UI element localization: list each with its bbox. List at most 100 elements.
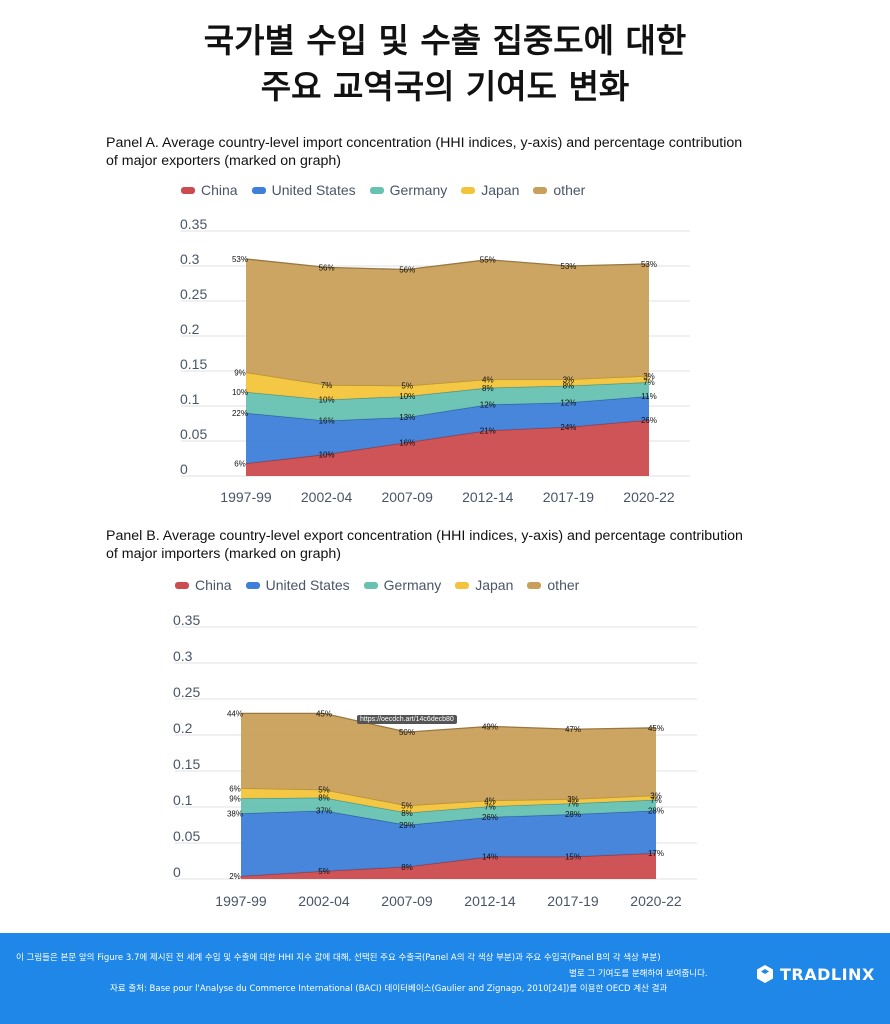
data-label: 24% — [560, 423, 576, 432]
tradlinx-logo-icon — [757, 965, 773, 983]
data-label: 7% — [650, 796, 662, 805]
y-tick-label: 0.1 — [180, 391, 200, 407]
data-label: 49% — [482, 722, 498, 731]
legend-item-united-states: United States — [251, 182, 356, 198]
chart-url-tooltip[interactable]: https://oecdch.art/14c6decb80 — [357, 715, 457, 724]
data-label: 50% — [399, 728, 415, 737]
data-label: 9% — [234, 368, 246, 377]
panel-a-title: Panel A. Average country-level import co… — [106, 135, 743, 169]
legend-item-japan: Japan — [461, 182, 519, 198]
legend-swatch — [175, 581, 189, 589]
footer-banner: 이 그림들은 본문 앞의 Figure 3.7에 제시된 전 세계 수입 및 수… — [0, 933, 890, 1024]
data-label: 16% — [319, 417, 335, 426]
legend-swatch — [527, 581, 542, 589]
tradlinx-logo[interactable]: TRADLINX — [755, 964, 875, 984]
series-line-other — [245, 258, 650, 271]
data-label: 8% — [401, 863, 413, 872]
data-label: 8% — [482, 384, 494, 393]
data-label: 53% — [641, 260, 657, 269]
footer-caption-line2: 별로 그 기여도를 분해하여 보여줍니다. — [569, 969, 708, 979]
y-tick-label: 0.3 — [180, 251, 200, 267]
legend-swatch — [245, 581, 260, 589]
data-label: 38% — [227, 809, 243, 818]
tradlinx-logo-text: TRADLINX — [780, 964, 875, 984]
data-label: 10% — [399, 392, 415, 401]
data-label: 7% — [643, 378, 655, 387]
data-label: 37% — [316, 807, 332, 816]
data-label: 21% — [480, 427, 496, 436]
legend-label: China — [201, 182, 238, 198]
data-label: 5% — [401, 382, 413, 391]
y-tick-label: 0.05 — [180, 426, 207, 442]
data-label: 47% — [565, 725, 581, 734]
y-tick-label: 0.2 — [173, 720, 193, 736]
y-tick-label: 0.3 — [173, 648, 193, 664]
data-label: 6% — [234, 459, 246, 468]
area-japan — [246, 372, 649, 400]
y-tick-label: 0.35 — [180, 216, 207, 232]
y-tick-label: 0.25 — [173, 684, 200, 700]
y-tick-label: 0.05 — [173, 828, 200, 844]
series-line-other — [241, 712, 657, 733]
data-label: 53% — [232, 255, 248, 264]
legend-item-other: other — [527, 577, 579, 593]
legend-swatch — [363, 581, 378, 589]
data-label: 26% — [641, 416, 657, 425]
x-tick-label: 2002-04 — [301, 489, 353, 505]
data-label: 28% — [565, 810, 581, 819]
legend-item-united-states: United States — [245, 577, 350, 593]
data-label: 13% — [399, 413, 415, 422]
legend-item-other: other — [533, 182, 585, 198]
legend-item-germany: Germany — [369, 182, 448, 198]
data-label: 56% — [399, 266, 415, 275]
legend-swatch — [251, 186, 266, 194]
legend-swatch — [369, 186, 384, 194]
panel-a-legend: China United States Germany Japan other — [181, 182, 599, 198]
x-tick-label: 2007-09 — [382, 489, 434, 505]
series-line-china — [245, 419, 650, 465]
page-title-line2: 주요 교역국의 기여도 변화 — [260, 67, 630, 106]
footer-source: 자료 출처: Base pour l'Analyse du Commerce I… — [110, 984, 668, 994]
data-label: 15% — [565, 853, 581, 862]
legend-label: United States — [271, 182, 356, 198]
x-tick-label: 2007-09 — [381, 893, 433, 909]
x-tick-label: 2020-22 — [623, 489, 675, 505]
y-tick-label: 0.1 — [173, 792, 193, 808]
data-label: 9% — [229, 794, 241, 803]
data-label: 7% — [567, 799, 579, 808]
x-tick-label: 2020-22 — [630, 893, 682, 909]
data-label: 17% — [648, 849, 664, 858]
panel-b-title: Panel B. Average country-level export co… — [106, 528, 743, 562]
legend-label: other — [553, 182, 586, 198]
legend-item-japan: Japan — [455, 577, 513, 593]
y-tick-label: 0.2 — [180, 321, 200, 337]
legend-swatch — [181, 186, 195, 194]
area-germany — [246, 382, 649, 421]
legend-label: Germany — [389, 182, 448, 198]
y-tick-label: 0.25 — [180, 286, 207, 302]
data-label: 10% — [319, 450, 335, 459]
legend-label: Germany — [383, 577, 442, 593]
area-china — [241, 853, 656, 879]
data-label: 12% — [560, 399, 576, 408]
legend-label: Japan — [475, 577, 514, 593]
data-label: 45% — [648, 724, 664, 733]
area-united-states — [246, 396, 649, 464]
data-label: 16% — [399, 438, 415, 447]
data-label: 3% — [563, 375, 575, 384]
x-tick-label: 2012-14 — [464, 893, 516, 909]
data-label: 12% — [480, 401, 496, 410]
x-tick-label: 1997-99 — [220, 489, 272, 505]
data-label: 8% — [401, 809, 413, 818]
legend-item-china: China — [181, 182, 238, 198]
data-label: 8% — [563, 382, 575, 391]
legend-label: China — [195, 577, 232, 593]
data-label: 3% — [643, 372, 655, 381]
data-label: 4% — [482, 375, 494, 384]
data-label: 5% — [401, 802, 413, 811]
area-other — [241, 713, 656, 806]
footer-caption-line1: 이 그림들은 본문 앞의 Figure 3.7에 제시된 전 세계 수입 및 수… — [16, 953, 661, 963]
data-label: 28% — [648, 807, 664, 816]
data-label: 7% — [321, 381, 333, 390]
